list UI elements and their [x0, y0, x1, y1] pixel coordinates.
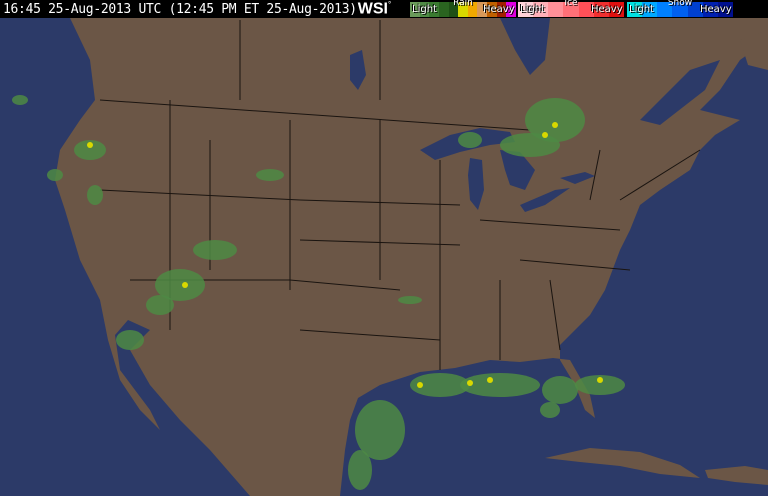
legend-snow-title: Snow — [667, 0, 693, 8]
radar-echo — [355, 400, 405, 460]
legend-ice-title: Ice — [564, 0, 578, 8]
legend-rain-swatch — [419, 2, 430, 17]
radar-echo-moderate — [182, 282, 188, 288]
timestamp: 16:45 25-Aug-2013 UTC (12:45 PM ET 25-Au… — [3, 1, 357, 17]
lake-ontario — [560, 172, 595, 184]
radar-echo — [458, 132, 482, 148]
legend-snow: Snow Light Heavy — [627, 0, 733, 17]
lake-winnipeg — [350, 50, 366, 90]
cuba — [545, 448, 700, 478]
legend-ice-swatch — [593, 2, 609, 17]
legend-snow-swatch — [687, 2, 703, 17]
border-line — [99, 189, 301, 201]
radar-echo-moderate — [417, 382, 423, 388]
legend-rain-swatch — [448, 2, 459, 17]
border-line — [299, 239, 461, 246]
land-mass — [55, 18, 768, 496]
radar-echo-moderate — [542, 132, 548, 138]
legend-snow-swatch — [657, 2, 673, 17]
legend-ice-swatch — [608, 2, 624, 17]
legend-rain-swatch — [506, 2, 517, 17]
legend-snow-swatch — [702, 2, 718, 17]
wsi-logo: WSI° — [357, 0, 392, 18]
legend-snow-swatch — [642, 2, 658, 17]
legend-rain-title: Rain — [453, 0, 473, 8]
legend-snow-light: Light — [629, 4, 654, 15]
radar-echo — [540, 402, 560, 418]
radar-echo — [410, 373, 470, 397]
radar-echo — [12, 95, 28, 105]
header-bar: 16:45 25-Aug-2013 UTC (12:45 PM ET 25-Au… — [0, 0, 768, 18]
radar-echo — [47, 169, 63, 181]
lake-huron — [500, 150, 535, 190]
radar-echo — [398, 296, 422, 304]
border-line — [619, 149, 701, 201]
legend-ice-swatch — [563, 2, 579, 17]
radar-echo — [525, 98, 585, 142]
border-line — [519, 259, 631, 271]
legend-ice-swatch — [518, 2, 534, 17]
legend-ice: Ice Light Heavy — [518, 0, 624, 17]
radar-echo-moderate — [552, 122, 558, 128]
legend-ice-light: Light — [520, 4, 545, 15]
legend-rain-swatch — [467, 2, 478, 17]
radar-echo — [146, 295, 174, 315]
legend-rain-swatch — [410, 2, 420, 17]
border-line — [589, 149, 601, 201]
radar-echo — [87, 185, 103, 205]
radar-echo — [74, 140, 106, 160]
legend-rain-light: Light — [412, 4, 437, 15]
legend-snow-swatch — [717, 2, 733, 17]
border-line — [289, 279, 401, 291]
state-borders — [99, 20, 701, 370]
legend-rain-swatch — [496, 2, 507, 17]
border-line — [479, 219, 621, 231]
north-america-land — [55, 18, 768, 496]
radar-echo — [575, 375, 625, 395]
legend-ice-swatch — [548, 2, 564, 17]
radar-echo — [500, 133, 560, 157]
legend-rain-swatch — [477, 2, 488, 17]
legend-rain-swatch — [429, 2, 439, 17]
st-lawrence — [640, 60, 720, 125]
border-line — [299, 199, 461, 206]
legend-rain-swatch — [487, 2, 497, 17]
legend-snow-swatch — [672, 2, 688, 17]
radar-echo — [348, 450, 372, 490]
legend-rain: Rain Light Heavy — [410, 0, 517, 17]
legend-rain-swatch — [438, 2, 449, 17]
legend-ice-swatch — [578, 2, 594, 17]
border-line — [299, 329, 441, 341]
hispaniola — [705, 466, 768, 485]
radar-echo — [460, 373, 540, 397]
border-line — [99, 99, 531, 131]
radar-echo-moderate — [487, 377, 493, 383]
radar-echo — [542, 376, 578, 404]
legend-ice-swatch — [533, 2, 549, 17]
hudson-bay-south — [500, 18, 550, 75]
border-line — [549, 279, 561, 351]
great-lakes — [350, 18, 720, 212]
legend-ice-heavy: Heavy — [591, 4, 623, 15]
radar-echo — [155, 269, 205, 301]
legend-rain-heavy: Heavy — [483, 4, 515, 15]
radar-echo-moderate — [467, 380, 473, 386]
radar-echo — [193, 240, 237, 260]
legend-rain-swatch — [458, 2, 468, 17]
radar-echoes — [12, 95, 625, 490]
lake-michigan — [468, 158, 484, 210]
radar-echo-moderate — [597, 377, 603, 383]
newfoundland — [740, 30, 768, 70]
radar-echo-moderate — [87, 142, 93, 148]
map-canvas — [12, 18, 768, 496]
radar-echo — [116, 330, 144, 350]
legend-snow-swatch — [627, 2, 643, 17]
legend-snow-heavy: Heavy — [700, 4, 732, 15]
lake-erie — [520, 188, 570, 212]
radar-echo — [256, 169, 284, 181]
